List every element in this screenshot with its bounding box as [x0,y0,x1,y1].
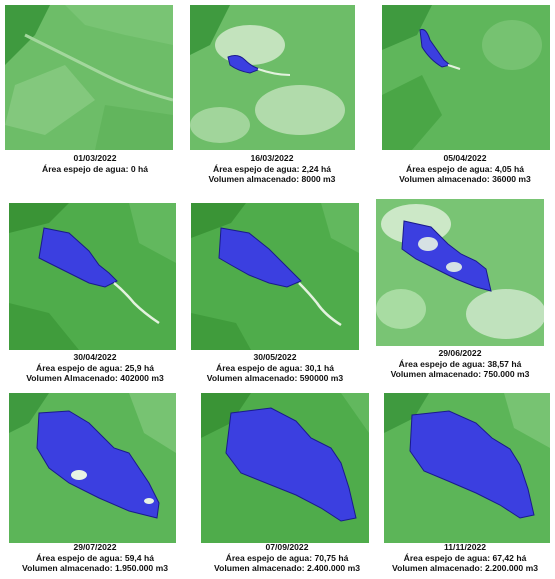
area-label: Área espejo de agua: 25,9 há [36,362,154,373]
date-label: 11/11/2022 [443,542,487,552]
caption-6: 29/06/2022 Área espejo de agua: 38,57 há… [365,348,555,380]
date-label: 29/07/2022 [73,542,117,552]
satellite-image-1 [5,5,173,150]
area-label: Área espejo de agua: 59,4 há [36,552,154,563]
area-label: Área espejo de agua: 38,57 há [398,358,522,369]
date-label: 01/03/2022 [73,153,117,163]
date-label: 05/04/2022 [443,153,487,163]
area-label: Área espejo de agua: 30,1 há [216,362,334,373]
date-label: 30/04/2022 [73,352,117,362]
caption-3: 05/04/2022 Área espejo de agua: 4,05 há … [370,153,555,185]
volume-label: Volumen almacenado: 750.000 m3 [390,369,530,379]
area-label: Área espejo de agua: 2,24 há [213,163,331,174]
area-label: Área espejo de agua: 4,05 há [406,163,524,174]
volume-label: Volumen almacenado: 36000 m3 [399,174,531,184]
date-label: 07/09/2022 [265,542,309,552]
area-label: Área espejo de agua: 70,75 há [225,552,349,563]
caption-5: 30/05/2022 Área espejo de agua: 30,1 há … [180,352,370,384]
satellite-image-7 [9,393,176,543]
caption-2: 16/03/2022 Área espejo de agua: 2,24 há … [177,153,367,185]
date-label: 30/05/2022 [253,352,297,362]
volume-label: Volumen almacenado: 1.950.000 m3 [21,563,168,573]
volume-label: Volumen Almacenado: 402000 m3 [26,373,164,383]
area-label: Área espejo de agua: 0 há [41,163,149,174]
date-label: 16/03/2022 [250,153,294,163]
volume-label: Volumen almacenado: 2.400.000 m3 [213,563,360,573]
caption-8: 07/09/2022 Área espejo de agua: 70,75 há… [192,542,382,574]
date-label: 29/06/2022 [438,348,482,358]
area-label: Área espejo de agua: 67,42 há [403,552,527,563]
satellite-image-5 [191,203,359,350]
volume-label: Volumen almacenado: 590000 m3 [206,373,344,383]
satellite-image-2 [190,5,355,150]
caption-9: 11/11/2022 Área espejo de agua: 67,42 há… [370,542,555,574]
volume-label: Volumen almacenado: 8000 m3 [208,174,336,184]
caption-1: 01/03/2022 Área espejo de agua: 0 há [0,153,190,174]
caption-4: 30/04/2022 Área espejo de agua: 25,9 há … [0,352,190,384]
satellite-image-9 [384,393,550,543]
caption-7: 29/07/2022 Área espejo de agua: 59,4 há … [0,542,190,574]
satellite-image-8 [201,393,369,543]
satellite-image-6 [376,199,544,346]
satellite-image-3 [382,5,550,150]
volume-label: Volumen almacenado: 2.200.000 m3 [391,563,538,573]
satellite-image-4 [9,203,176,350]
